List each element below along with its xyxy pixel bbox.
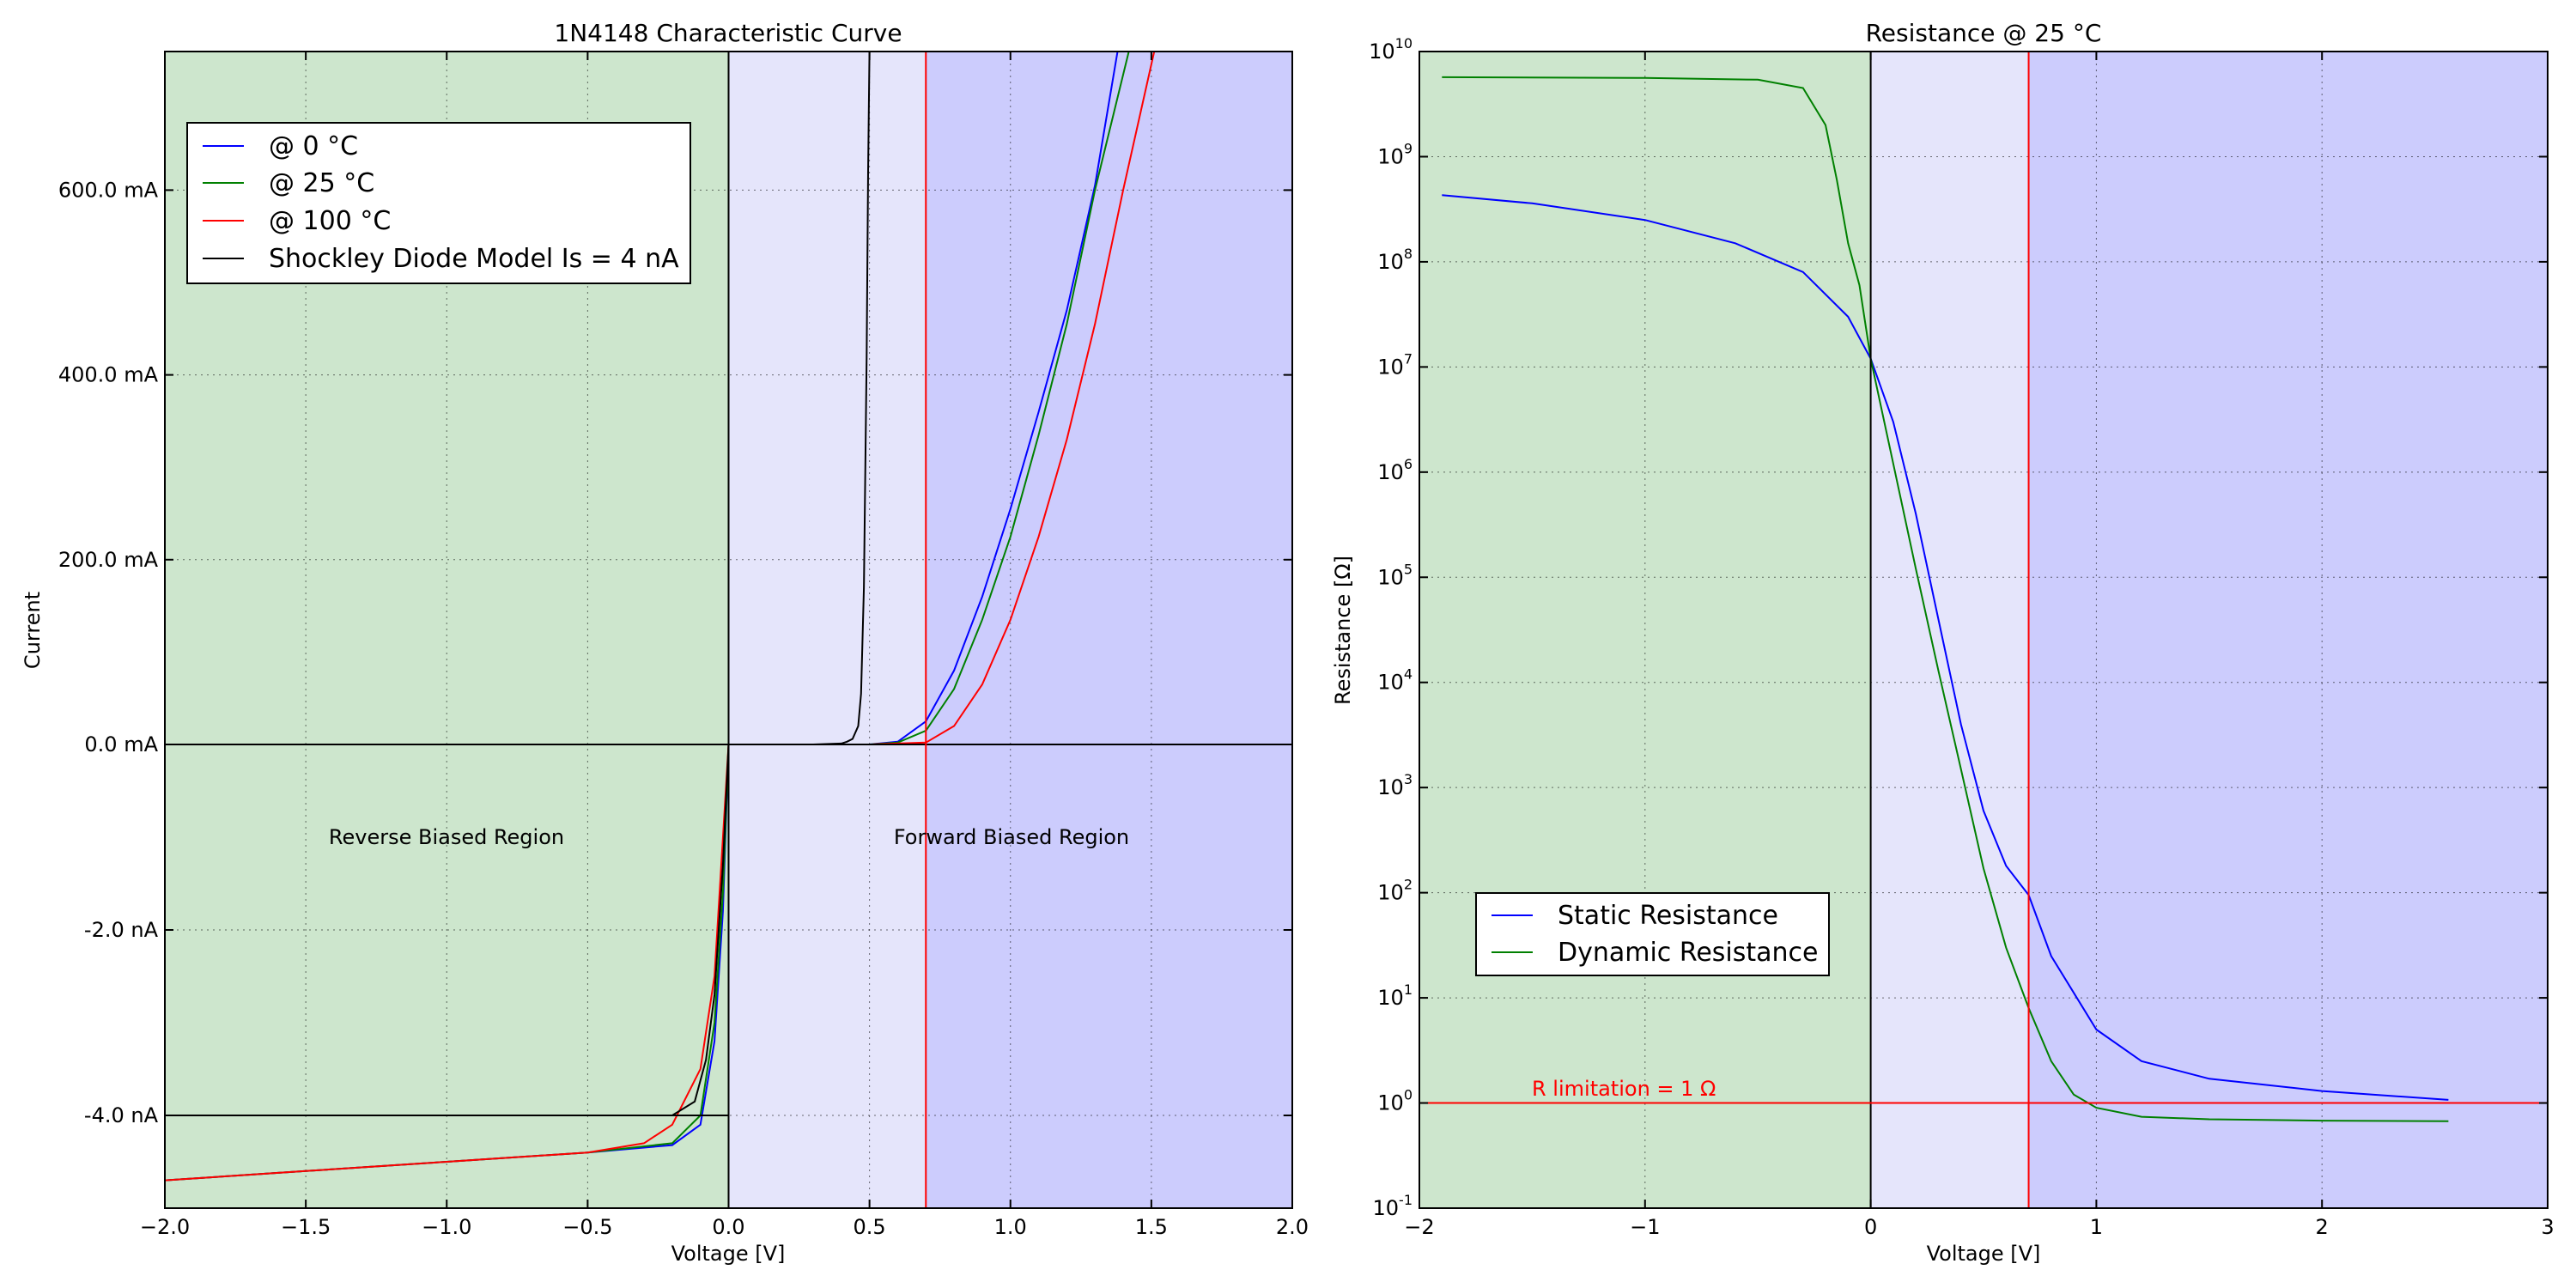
left-x-tick-label: −0.5 <box>562 1215 612 1239</box>
left-x-tick-label: 1.5 <box>1135 1215 1168 1239</box>
left-y-label: Current <box>21 592 45 669</box>
r-limitation-label: R limitation = 1 Ω <box>1532 1077 1716 1101</box>
right-reference-lines <box>1419 52 2548 1208</box>
left-x-tick-label: 2.0 <box>1276 1215 1309 1239</box>
resistance-plot: −2 −1 0 1 2 3 1010109108107106105104103102101… <box>1331 19 2555 1266</box>
right-x-tick-label: 0 <box>1864 1215 1877 1239</box>
right-y-tick-label: 100 <box>1377 1087 1413 1115</box>
right-series <box>1442 76 2449 1122</box>
left-x-tick-label: 0.0 <box>712 1215 744 1239</box>
left-y-tick-label: 400.0 mA <box>58 363 159 387</box>
right-y-tick-label: 1010 <box>1369 35 1413 64</box>
right-y-tick-label: 104 <box>1377 666 1413 695</box>
left-y-tick-label: 0.0 mA <box>84 732 158 756</box>
legend-label-static: Static Resistance <box>1558 901 1778 931</box>
right-y-tick-label: 109 <box>1377 140 1413 168</box>
right-legend-box <box>1475 892 1830 976</box>
left-x-ticks: −2.0 −1.5 −1.0 −0.5 0.0 0.5 1.0 1.5 2.0 <box>140 52 1309 1239</box>
forward-region-label: Forward Biased Region <box>894 825 1129 849</box>
right-y-tick-label: 103 <box>1377 771 1413 799</box>
right-y-tick-label: 108 <box>1377 246 1413 274</box>
left-legend-box <box>186 122 691 284</box>
right-x-tick-label: 1 <box>2090 1215 2103 1239</box>
left-x-tick-label: −2.0 <box>140 1215 190 1239</box>
right-x-tick-label: −1 <box>1630 1215 1660 1239</box>
right-y-tick-label: 106 <box>1377 456 1413 484</box>
right-x-tick-label: 3 <box>2541 1215 2554 1239</box>
left-title: 1N4148 Characteristic Curve <box>554 19 902 47</box>
right-y-ticks: 1010 109 108 107 106 105 104 103 102 101 100 10-1 <box>1369 35 2548 1220</box>
right-y-tick-label: 102 <box>1377 877 1413 905</box>
right-y-label: Resistance [Ω] <box>1331 556 1355 705</box>
left-y-ticks: 600.0 mA 400.0 mA 200.0 mA 0.0 mA -2.0 nA -4.… <box>58 178 1292 1127</box>
left-legend: @ 0 °C @ 25 °C @ 100 °C Shockley Diode M… <box>186 122 691 284</box>
legend-label-dynamic: Dynamic Resistance <box>1558 938 1819 968</box>
right-x-tick-label: 2 <box>2316 1215 2329 1239</box>
legend-label-25c: @ 25 °C <box>269 168 374 198</box>
right-region-1 <box>1870 52 2029 1208</box>
left-y-tick-label: -2.0 nA <box>84 918 159 942</box>
right-series-dynamic-resistance <box>1442 76 2449 1122</box>
left-x-tick-label: 0.5 <box>854 1215 886 1239</box>
reverse-region-label: Reverse Biased Region <box>329 825 564 849</box>
left-region-2 <box>926 52 1292 1208</box>
right-x-ticks: −2 −1 0 1 2 3 <box>1404 52 2555 1239</box>
left-region-1 <box>728 52 927 1208</box>
left-series-25c-forward <box>869 52 1130 745</box>
left-x-tick-label: −1.0 <box>422 1215 471 1239</box>
right-legend: Static Resistance Dynamic Resistance <box>1475 892 1830 976</box>
left-reference-lines <box>165 52 1292 1208</box>
legend-label-0c: @ 0 °C <box>269 131 358 161</box>
characteristic-curve-plot: −2.0 −1.5 −1.0 −0.5 0.0 0.5 1.0 1.5 2.0 600.0 mA… <box>21 19 1309 1266</box>
right-title: Resistance @ 25 °C <box>1866 19 2102 47</box>
right-y-tick-label: 101 <box>1377 981 1413 1010</box>
right-y-tick-label: 105 <box>1377 561 1413 589</box>
left-y-tick-label: -4.0 nA <box>84 1103 159 1127</box>
right-region-2 <box>2028 52 2548 1208</box>
right-y-tick-label: 10-1 <box>1373 1192 1413 1220</box>
left-x-tick-label: −1.5 <box>281 1215 331 1239</box>
right-series-static-resistance <box>1442 194 2449 1101</box>
left-x-tick-label: 1.0 <box>994 1215 1027 1239</box>
right-x-tick-label: −2 <box>1404 1215 1434 1239</box>
left-series-100c-forward <box>869 52 1156 745</box>
left-x-label: Voltage [V] <box>671 1242 786 1266</box>
right-regions <box>1419 52 2548 1208</box>
legend-label-shockley: Shockley Diode Model Is = 4 nA <box>269 244 679 274</box>
legend-label-100c: @ 100 °C <box>269 206 391 236</box>
right-plot-frame <box>1419 51 2549 1209</box>
right-y-tick-label: 107 <box>1377 350 1413 379</box>
left-y-tick-label: 600.0 mA <box>58 178 159 202</box>
left-series-100c-reverse <box>165 744 730 1182</box>
left-y-tick-label: 200.0 mA <box>58 548 159 572</box>
left-series-0c-forward <box>869 52 1119 745</box>
right-x-label: Voltage [V] <box>1927 1242 2041 1266</box>
